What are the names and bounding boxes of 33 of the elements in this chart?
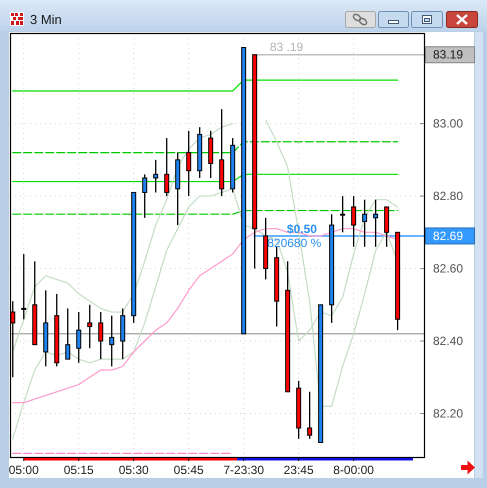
candlestick [307, 391, 312, 440]
candlestick [153, 159, 158, 194]
y-tick-label: 82.20 [433, 406, 464, 421]
chart-title: 3 Min [30, 12, 62, 27]
x-tick-label: 05:45 [174, 463, 204, 477]
x-tick-label: 7-23:30 [223, 463, 264, 477]
y-tick-label: 82.60 [433, 262, 464, 276]
x-tick-label: 05:15 [64, 463, 94, 477]
candlestick [351, 195, 356, 248]
candlestick [109, 315, 114, 368]
candlestick [65, 308, 70, 360]
annotation: 820680 % [267, 236, 322, 250]
candlestick [87, 304, 92, 349]
candlestick [340, 195, 346, 233]
candlestick [164, 137, 170, 197]
annotation: 83 .19 [270, 40, 304, 54]
x-tick-label: 23:45 [284, 463, 314, 477]
y-tick-label: 82.40 [433, 334, 464, 348]
candlestick [362, 199, 368, 248]
candlestick [142, 174, 148, 218]
candlestick [76, 311, 82, 364]
x-tick-label: 8-00:00 [333, 463, 374, 477]
annotation: $0.50 [286, 222, 318, 236]
candlestick [21, 253, 26, 320]
ref-line-label: 82.69 [433, 228, 464, 243]
candlestick [373, 199, 378, 248]
ref-line-label: 83.19 [433, 48, 464, 62]
x-tick-label: 05:00 [8, 463, 40, 477]
x-tick-label: 05:30 [118, 463, 150, 477]
y-tick-label: 82.80 [433, 189, 464, 204]
candlestick [98, 311, 104, 360]
y-tick-label: 83.00 [433, 116, 464, 131]
candlestick [186, 130, 192, 197]
